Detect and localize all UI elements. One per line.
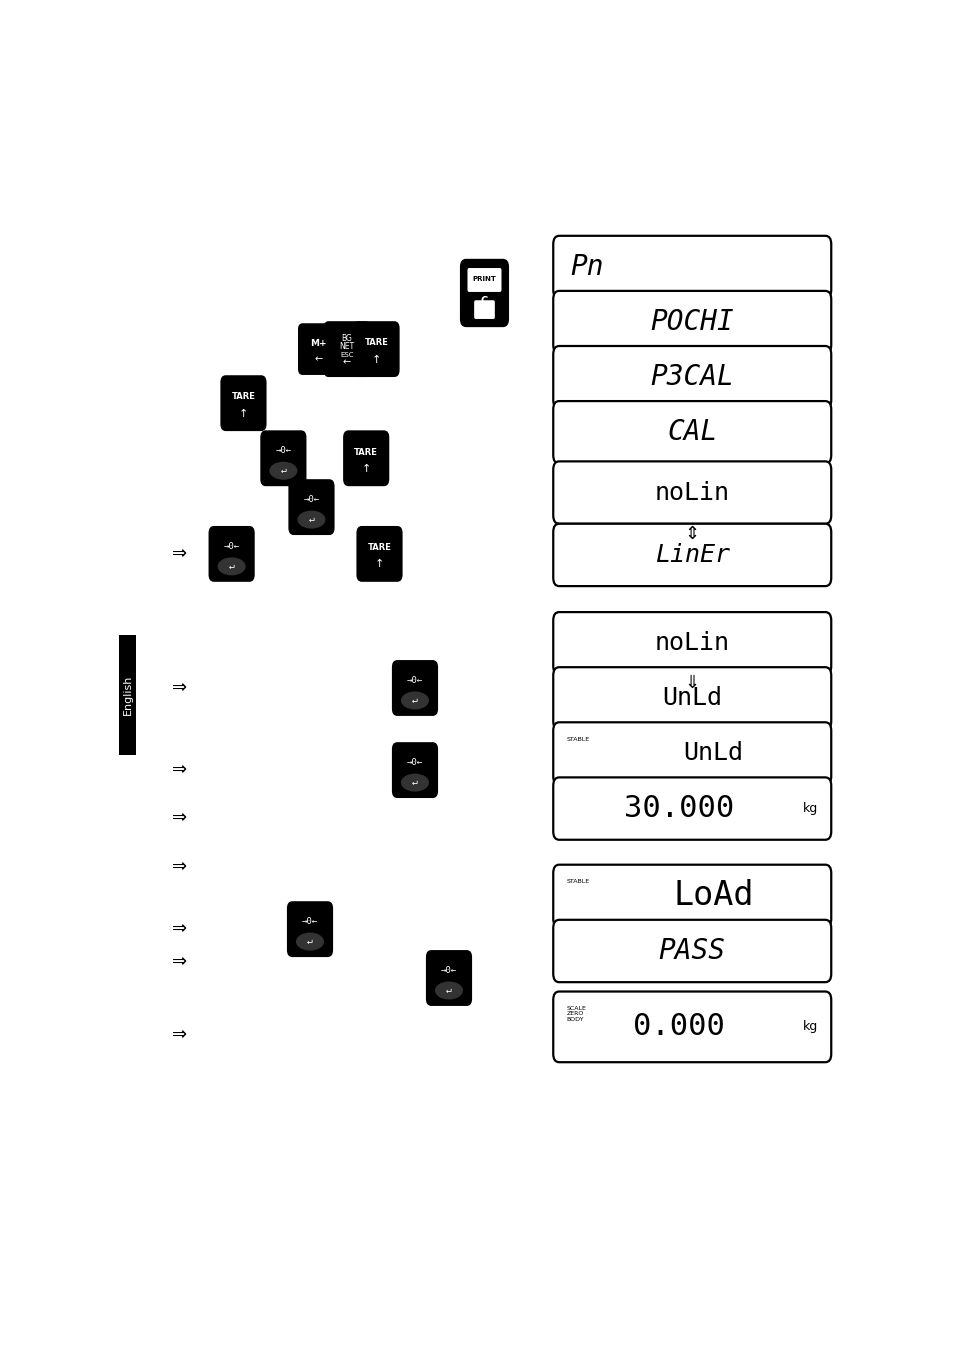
FancyBboxPatch shape (553, 462, 830, 524)
Text: P3CAL: P3CAL (650, 363, 734, 392)
Text: ESC: ESC (340, 352, 354, 358)
Text: →0←: →0← (275, 447, 292, 455)
Text: →0←: →0← (223, 541, 239, 551)
Ellipse shape (401, 775, 428, 791)
Text: ↵: ↵ (229, 560, 234, 571)
Text: noLin: noLin (654, 632, 729, 655)
Ellipse shape (401, 693, 428, 709)
Text: TARE: TARE (354, 447, 377, 456)
FancyBboxPatch shape (298, 324, 338, 374)
FancyBboxPatch shape (553, 991, 830, 1062)
FancyBboxPatch shape (553, 612, 830, 675)
Text: ←: ← (314, 354, 323, 364)
Text: ⇒: ⇒ (172, 1026, 187, 1044)
Text: ⇓: ⇓ (684, 674, 700, 691)
Text: 30.000: 30.000 (623, 794, 733, 824)
FancyBboxPatch shape (288, 902, 332, 956)
Text: ↵: ↵ (446, 984, 452, 995)
Ellipse shape (296, 933, 323, 950)
Text: ↑: ↑ (375, 559, 384, 570)
FancyBboxPatch shape (357, 526, 401, 580)
Text: 0.000: 0.000 (633, 1012, 724, 1041)
FancyBboxPatch shape (467, 269, 501, 292)
Text: SCALE
ZERO
BODY: SCALE ZERO BODY (566, 1006, 586, 1022)
Text: ↵: ↵ (412, 695, 417, 705)
Text: PRINT: PRINT (472, 277, 496, 282)
FancyBboxPatch shape (354, 323, 398, 377)
Text: LinEr: LinEr (654, 543, 729, 567)
Text: C: C (480, 296, 488, 305)
Ellipse shape (436, 983, 462, 999)
Text: kg: kg (801, 802, 817, 815)
FancyBboxPatch shape (426, 950, 471, 1004)
Text: TARE: TARE (367, 543, 391, 552)
FancyBboxPatch shape (221, 377, 265, 431)
Text: ⇒: ⇒ (172, 857, 187, 876)
FancyBboxPatch shape (474, 300, 495, 319)
Text: TARE: TARE (232, 393, 255, 401)
Text: ↑: ↑ (372, 355, 381, 364)
Text: BG: BG (341, 333, 352, 343)
FancyBboxPatch shape (553, 290, 830, 354)
Text: M+: M+ (311, 339, 327, 348)
Text: NET: NET (339, 343, 355, 351)
Text: ←: ← (342, 358, 351, 367)
Text: CAL: CAL (666, 418, 717, 447)
Text: ⇒: ⇒ (172, 921, 187, 938)
Text: STABLE: STABLE (566, 879, 589, 884)
FancyBboxPatch shape (553, 722, 830, 784)
Text: →0←: →0← (440, 967, 456, 975)
Text: UnLd: UnLd (661, 686, 721, 710)
FancyBboxPatch shape (553, 919, 830, 983)
FancyBboxPatch shape (393, 662, 436, 716)
Text: ⇒: ⇒ (172, 761, 187, 779)
Text: ⇕: ⇕ (684, 525, 700, 543)
Text: UnLd: UnLd (682, 741, 742, 765)
Text: ↑: ↑ (361, 463, 371, 474)
Ellipse shape (298, 512, 324, 528)
Text: ↑: ↑ (238, 409, 248, 418)
FancyBboxPatch shape (553, 524, 830, 586)
FancyBboxPatch shape (460, 259, 508, 327)
Ellipse shape (270, 463, 296, 479)
Text: ↵: ↵ (280, 464, 286, 475)
Text: ↵: ↵ (308, 514, 314, 524)
Text: →0←: →0← (407, 759, 422, 767)
FancyBboxPatch shape (553, 346, 830, 408)
FancyBboxPatch shape (119, 634, 135, 755)
Text: ⇒: ⇒ (172, 545, 187, 563)
Text: kg: kg (801, 1021, 817, 1033)
Text: ⇒: ⇒ (172, 679, 187, 697)
Text: PASS: PASS (659, 937, 725, 965)
Text: ⇒: ⇒ (172, 953, 187, 972)
FancyBboxPatch shape (344, 431, 388, 485)
Text: →0←: →0← (407, 676, 422, 684)
Ellipse shape (218, 558, 245, 575)
Text: English: English (122, 675, 132, 716)
Text: noLin: noLin (654, 481, 729, 505)
Text: ↵: ↵ (412, 776, 417, 787)
Text: LoAd: LoAd (673, 879, 753, 913)
Text: POCHI: POCHI (650, 308, 734, 336)
FancyBboxPatch shape (324, 323, 369, 377)
Text: Pn: Pn (570, 252, 603, 281)
FancyBboxPatch shape (553, 778, 830, 840)
Text: ↵: ↵ (307, 936, 313, 946)
Text: ⇒: ⇒ (172, 809, 187, 828)
FancyBboxPatch shape (553, 236, 830, 298)
Text: →0←: →0← (301, 917, 317, 926)
Text: STABLE: STABLE (566, 737, 589, 742)
FancyBboxPatch shape (393, 743, 436, 796)
Text: TARE: TARE (364, 339, 388, 347)
FancyBboxPatch shape (553, 865, 830, 927)
FancyBboxPatch shape (210, 526, 253, 580)
FancyBboxPatch shape (553, 667, 830, 729)
Text: →0←: →0← (303, 495, 319, 504)
FancyBboxPatch shape (289, 481, 334, 535)
FancyBboxPatch shape (553, 401, 830, 463)
FancyBboxPatch shape (261, 431, 305, 485)
